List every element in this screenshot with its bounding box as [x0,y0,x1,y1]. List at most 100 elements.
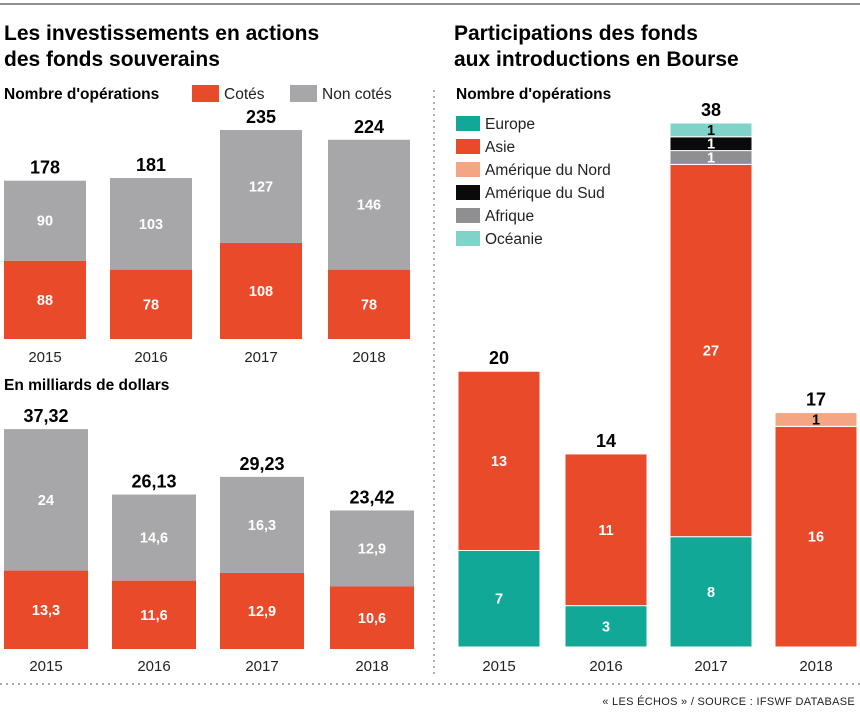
segment-label-asie-2015: 13 [491,454,507,470]
legend-label-afrique: Afrique [485,208,534,225]
x-tick-2017: 2017 [694,658,727,675]
bar-segment-europe-2017 [669,536,753,648]
bar-segment-cotes-2018 [328,269,410,339]
total-label-2015: 37,32 [23,406,68,426]
bar-segment-asie-2018 [774,425,858,648]
right-legend: Europe Asie Amérique du Nord Amérique du Su… [456,116,611,248]
legend-label-oceanie: Océanie [485,231,543,248]
x-tick-2018: 2018 [355,658,388,675]
bar-segment-cotes-2017 [220,242,302,339]
bar-segment-europe-2016 [564,605,648,648]
segment-label-non-cotes-2016: 103 [139,217,163,233]
total-label-2018: 23,42 [349,487,394,507]
legend-swatch-oceanie [456,231,480,246]
left-title-line1: Les investissements en actions [4,22,319,45]
legend-swatch-asie [456,139,480,154]
chart-billions-usd: 13,3 24 37,32 2015 11,6 14,6 26,13 2016 12,9 16,3… [4,406,414,675]
legend-label-amerique-du-nord: Amérique du Nord [485,162,611,179]
bar-segment-non-cotes-2016 [112,494,196,581]
legend-swatch-cotes [192,85,219,102]
total-label-2016: 181 [136,155,166,175]
segment-label-non-cotes-2017: 16,3 [248,518,276,534]
bar-segment-non-cotes-2018 [328,139,410,270]
x-tick-2015: 2015 [482,658,515,675]
x-tick-2015: 2015 [28,349,61,366]
bar-segment-non-cotes-2018 [330,510,414,587]
bottom-left-subtitle: En milliards de dollars [4,377,169,394]
bar-segment-amerique-du-nord-2018 [774,412,858,427]
legend-label-europe: Europe [485,116,535,133]
segment-label-amerique-du-nord-2018: 1 [812,412,820,428]
legend-swatch-amerique-du-nord [456,162,480,177]
bar-segment-europe-2015 [457,549,541,648]
bar-segment-asie-2017 [669,163,753,538]
left-title-line2: des fonds souverains [4,48,220,71]
bar-segment-non-cotes-2017 [220,476,304,573]
chart-operations-count: 88 90 178 2015 78 103 181 2016 108 127 235 2017 78 14… [4,107,410,366]
segment-label-amerique-du-sud-2017: 1 [707,137,715,153]
segment-label-non-cotes-2015: 90 [37,214,53,230]
x-tick-2016: 2016 [589,658,622,675]
legend-label-asie: Asie [485,139,515,156]
segment-label-cotes-2016: 11,6 [140,608,167,624]
bar-segment-cotes-2018 [330,586,414,649]
total-label-2016: 26,13 [131,472,176,492]
segment-label-cotes-2017: 12,9 [248,604,276,620]
total-label-2015: 20 [489,348,509,368]
bar-segment-asie-2016 [564,453,648,607]
segment-label-asie-2018: 16 [808,530,824,546]
x-tick-2016: 2016 [137,658,170,675]
legend-swatch-europe [456,116,480,131]
x-tick-2018: 2018 [799,658,832,675]
x-tick-2016: 2016 [134,349,167,366]
legend-label-cotes: Cotés [224,86,265,103]
x-tick-2017: 2017 [245,658,278,675]
total-label-2017: 38 [701,100,721,120]
segment-label-cotes-2015: 88 [37,293,53,309]
bar-segment-cotes-2015 [4,260,86,339]
segment-label-cotes-2018: 10,6 [358,611,386,627]
segment-label-afrique-2017: 1 [707,150,715,166]
right-subtitle: Nombre d'opérations [456,86,611,103]
right-title-line1: Participations des fonds [454,22,698,45]
top-left-subtitle: Nombre d'opérations [4,86,159,103]
x-tick-2015: 2015 [29,658,62,675]
segment-label-oceanie-2017: 1 [707,123,715,139]
segment-label-europe-2017: 8 [707,585,715,601]
total-label-2018: 224 [354,117,384,137]
legend-swatch-amerique-du-sud [456,185,480,200]
bar-segment-cotes-2016 [110,269,192,339]
total-label-2015: 178 [30,158,60,178]
segment-label-asie-2017: 27 [703,344,719,360]
bar-segment-non-cotes-2017 [220,130,302,243]
total-label-2017: 29,23 [239,454,284,474]
segment-label-non-cotes-2016: 14,6 [140,531,168,547]
legend-label-non-cotes: Non cotés [322,86,392,103]
segment-label-non-cotes-2018: 12,9 [358,541,386,557]
bar-segment-cotes-2016 [112,580,196,649]
segment-label-non-cotes-2018: 146 [357,198,381,214]
bar-segment-cotes-2017 [220,572,304,649]
segment-label-cotes-2016: 78 [143,297,159,313]
segment-label-cotes-2015: 13,3 [32,603,60,619]
total-label-2017: 235 [246,107,276,127]
legend-swatch-afrique [456,208,480,223]
segment-label-europe-2016: 3 [602,619,610,635]
segment-label-cotes-2017: 108 [249,284,273,300]
segment-label-cotes-2018: 78 [361,297,377,313]
legend-label-amerique-du-sud: Amérique du Sud [485,185,605,202]
segment-label-non-cotes-2015: 24 [38,493,54,509]
bar-segment-cotes-2015 [4,570,88,649]
bar-segment-oceanie-2017 [669,122,753,138]
x-tick-2017: 2017 [244,349,277,366]
x-tick-2018: 2018 [352,349,385,366]
segment-label-non-cotes-2017: 127 [249,179,273,195]
segment-label-asie-2016: 11 [598,523,613,539]
right-title-line2: aux introductions en Bourse [454,48,739,71]
bar-segment-non-cotes-2016 [110,178,192,270]
legend-swatch-non-cotes [290,85,317,102]
total-label-2018: 17 [806,390,826,410]
bar-segment-non-cotes-2015 [4,180,86,261]
